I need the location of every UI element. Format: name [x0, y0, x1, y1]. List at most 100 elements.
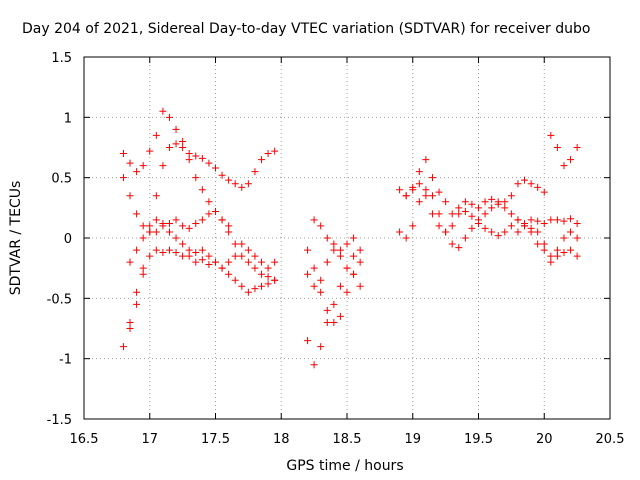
data-point: [146, 222, 154, 230]
data-point: [350, 270, 358, 278]
chart-title: Day 204 of 2021, Sidereal Day-to-day VTE…: [22, 21, 590, 37]
data-point: [468, 224, 476, 232]
data-point: [481, 210, 489, 218]
data-point: [527, 224, 535, 232]
data-point: [448, 222, 456, 230]
data-points: [119, 107, 581, 369]
data-point: [192, 220, 200, 228]
data-point: [212, 207, 219, 215]
data-point: [304, 246, 312, 254]
data-point: [540, 220, 548, 228]
data-point: [336, 312, 344, 320]
y-tick-label: 0.5: [51, 172, 72, 187]
data-point: [146, 252, 154, 260]
y-tick-label: 1: [64, 111, 72, 126]
data-point: [409, 222, 417, 230]
data-point: [304, 337, 312, 345]
data-point: [251, 264, 259, 272]
data-point: [540, 240, 548, 248]
data-point: [225, 228, 233, 236]
data-point: [521, 176, 529, 184]
data-point: [205, 159, 213, 167]
series-a: [119, 140, 279, 351]
data-point: [514, 216, 522, 224]
data-point: [139, 264, 147, 272]
data-point: [560, 234, 568, 242]
data-point: [310, 264, 318, 272]
axis-ticks: 16.5 17 17.5 18 18.5 19 19.5 20 20.5 -1.5 -1 -0.5 0 0…: [47, 51, 625, 447]
data-point: [310, 282, 318, 290]
data-point: [139, 222, 147, 230]
data-point: [455, 244, 463, 252]
data-point: [343, 264, 351, 272]
data-point: [560, 162, 568, 170]
data-point: [514, 180, 522, 188]
data-point: [396, 228, 404, 236]
data-point: [146, 147, 154, 155]
data-point: [540, 246, 548, 254]
data-point: [172, 234, 180, 242]
x-axis-label: GPS time / hours: [286, 458, 403, 474]
data-point: [185, 252, 193, 260]
data-point: [343, 288, 351, 296]
x-tick-label: 18.5: [333, 432, 362, 447]
data-point: [251, 285, 259, 293]
data-point: [258, 282, 266, 290]
data-point: [126, 159, 134, 167]
data-point: [415, 168, 423, 176]
data-point: [133, 288, 141, 296]
data-point: [350, 234, 358, 242]
data-point: [428, 210, 436, 218]
data-point: [435, 222, 443, 230]
data-point: [435, 188, 443, 196]
grid-lines: [84, 57, 610, 419]
data-point: [560, 248, 568, 256]
data-point: [185, 150, 193, 158]
data-point: [152, 246, 160, 254]
data-point: [553, 216, 561, 224]
data-point: [159, 248, 167, 256]
data-point: [422, 156, 430, 164]
data-point: [179, 137, 187, 145]
y-tick-label: 0: [64, 232, 72, 247]
y-axis-label: SDTVAR / TECUs: [8, 181, 24, 296]
data-point: [152, 216, 160, 224]
data-point: [567, 228, 575, 236]
data-point: [415, 180, 423, 188]
data-point: [323, 234, 331, 242]
data-point: [185, 246, 193, 254]
data-point: [494, 232, 502, 240]
data-point: [205, 261, 213, 269]
data-point: [317, 288, 325, 296]
data-point: [336, 282, 344, 290]
data-point: [350, 252, 358, 260]
data-point: [396, 186, 404, 194]
data-point: [573, 252, 581, 260]
x-tick-label: 17.5: [201, 432, 230, 447]
data-point: [501, 228, 509, 236]
data-point: [172, 125, 180, 133]
data-point: [330, 240, 338, 248]
data-point: [547, 258, 555, 266]
data-point: [126, 318, 134, 326]
data-point: [244, 246, 252, 254]
data-point: [271, 258, 279, 266]
y-tick-label: -0.5: [47, 292, 72, 307]
data-point: [553, 144, 561, 151]
series-c: [119, 174, 279, 284]
data-point: [573, 234, 581, 242]
data-point: [264, 280, 272, 288]
data-point: [481, 198, 489, 206]
data-point: [356, 258, 364, 266]
data-point: [336, 246, 344, 254]
data-point: [192, 152, 200, 160]
data-point: [402, 192, 410, 200]
data-point: [304, 270, 312, 278]
data-point: [356, 246, 364, 254]
data-point: [238, 240, 246, 248]
data-point: [521, 222, 529, 230]
data-point: [323, 318, 331, 326]
series-e: [126, 216, 279, 296]
data-point: [264, 264, 272, 272]
